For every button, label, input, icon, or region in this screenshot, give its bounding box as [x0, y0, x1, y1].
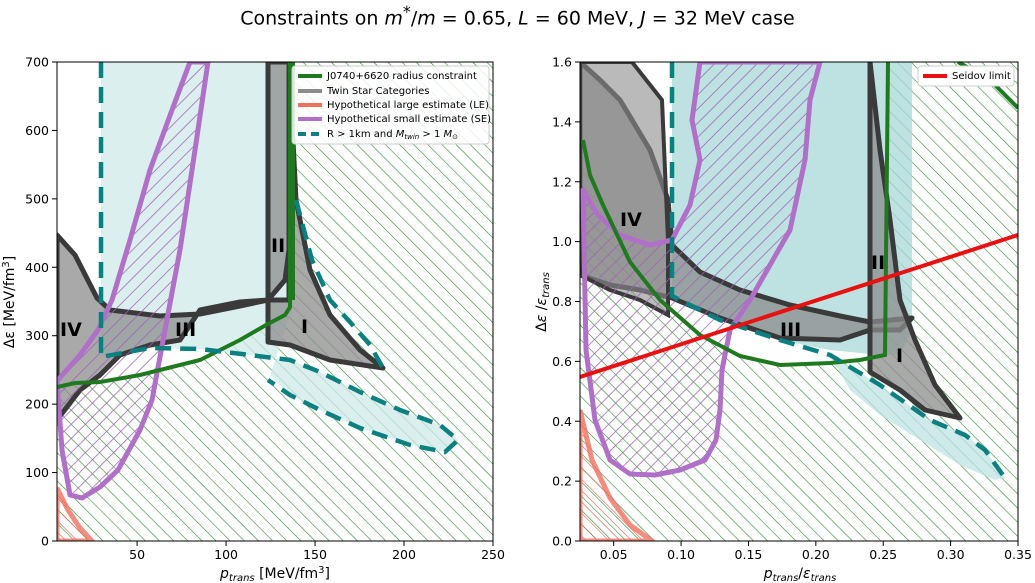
left-twin-star-region-I — [265, 62, 386, 371]
left-x-tick-label: 50 — [129, 547, 145, 562]
right-y-tick-label: 0.8 — [552, 294, 572, 309]
right-teal-boundary — [669, 62, 1007, 480]
right-small-estimate-region — [580, 62, 823, 478]
left-y-tick-label: 0 — [41, 534, 49, 549]
left-x-tick-label: 200 — [392, 547, 416, 562]
right-label-IV: IV — [620, 209, 642, 231]
right-x-tick-label: 0.10 — [667, 547, 695, 562]
left-label-II: II — [271, 235, 285, 257]
right-x-axis-label: ptrans/εtrans — [763, 566, 837, 583]
left-y-tick-label: 700 — [25, 55, 49, 70]
left-x-axis-label: ptrans [MeV/fm3] — [219, 565, 330, 583]
right-legend: Seidov limit — [917, 65, 1015, 87]
legend-label-radius: J0740+6620 radius constraint — [326, 71, 477, 82]
right-x-tick-label: 0.25 — [869, 547, 897, 562]
right-label-I: I — [896, 345, 903, 367]
left-chart-panel: IV III II I 50 100 150 200 250 0 100 200 300 400… — [1, 55, 505, 583]
left-large-estimate-region — [57, 486, 96, 541]
right-y-tick-label: 0.0 — [552, 534, 572, 549]
left-y-tick-label: 400 — [25, 260, 49, 275]
right-label-II: II — [871, 252, 885, 274]
figure-title: Constraints on m*/m = 0.65, L = 60 MeV, … — [240, 2, 795, 30]
right-y-tick-label: 0.4 — [552, 414, 572, 429]
left-label-III: III — [175, 319, 196, 341]
legend-label-le: Hypothetical large estimate (LE) — [327, 100, 489, 111]
right-label-III: III — [780, 319, 801, 341]
legend-label-twin: Twin Star Categories — [326, 86, 430, 97]
right-y-tick-label: 1.0 — [552, 234, 572, 249]
right-radius-constraint-line — [581, 62, 890, 368]
right-x-tick-label: 0.30 — [937, 547, 965, 562]
right-y-axis-label: Δε /εtrans — [534, 272, 552, 332]
right-y-axis: 0.0 0.2 0.4 0.6 0.8 1.0 1.2 1.4 1.6 — [552, 55, 580, 549]
legend-label-teal: R > 1km and Mtwin > 1 M⊙ — [327, 129, 458, 141]
right-teal-tail — [830, 355, 1005, 480]
left-y-axis-label: Δε [MeV/fm3] — [1, 256, 18, 348]
right-seidov-line — [580, 233, 1018, 379]
left-y-tick-label: 300 — [25, 328, 49, 343]
left-y-tick-label: 600 — [25, 123, 49, 138]
legend-label-seidov: Seidov limit — [952, 71, 1011, 82]
left-teal-boundary-right — [293, 199, 385, 370]
right-x-tick-label: 0.05 — [600, 547, 628, 562]
left-x-tick-label: 150 — [303, 547, 327, 562]
left-legend-box — [291, 65, 490, 145]
left-label-IV: IV — [60, 319, 82, 341]
right-x-tick-label: 0.15 — [735, 547, 763, 562]
left-y-tick-label: 500 — [25, 191, 49, 206]
left-x-tick-label: 250 — [481, 547, 505, 562]
left-x-tick-label: 100 — [214, 547, 238, 562]
right-y-tick-label: 0.6 — [552, 354, 572, 369]
left-x-axis: 50 100 150 200 250 — [129, 541, 505, 562]
left-y-tick-label: 200 — [25, 397, 49, 412]
right-legend-box — [917, 65, 1015, 87]
right-x-tick-label: 0.35 — [1004, 547, 1032, 562]
right-y-tick-label: 1.2 — [552, 174, 572, 189]
left-legend: J0740+6620 radius constraint Twin Star C… — [291, 65, 491, 145]
left-y-axis: 0 100 200 300 400 500 600 700 — [25, 55, 57, 549]
left-y-tick-label: 100 — [25, 465, 49, 480]
right-large-estimate-region — [580, 409, 657, 541]
right-chart-panel: IV III II I 0.05 0.10 0.15 0.20 0.25 0.30 0.35… — [534, 55, 1032, 583]
right-y-tick-label: 1.4 — [552, 114, 572, 129]
left-label-I: I — [301, 316, 308, 338]
right-x-axis: 0.05 0.10 0.15 0.20 0.25 0.30 0.35 — [600, 541, 1032, 562]
legend-label-se: Hypothetical small estimate (SE) — [327, 114, 491, 125]
right-x-tick-label: 0.20 — [802, 547, 830, 562]
left-axes-frame — [56, 61, 494, 542]
right-y-tick-label: 1.6 — [552, 55, 572, 70]
left-teal-boundary — [98, 62, 462, 455]
right-y-tick-label: 0.2 — [552, 474, 572, 489]
